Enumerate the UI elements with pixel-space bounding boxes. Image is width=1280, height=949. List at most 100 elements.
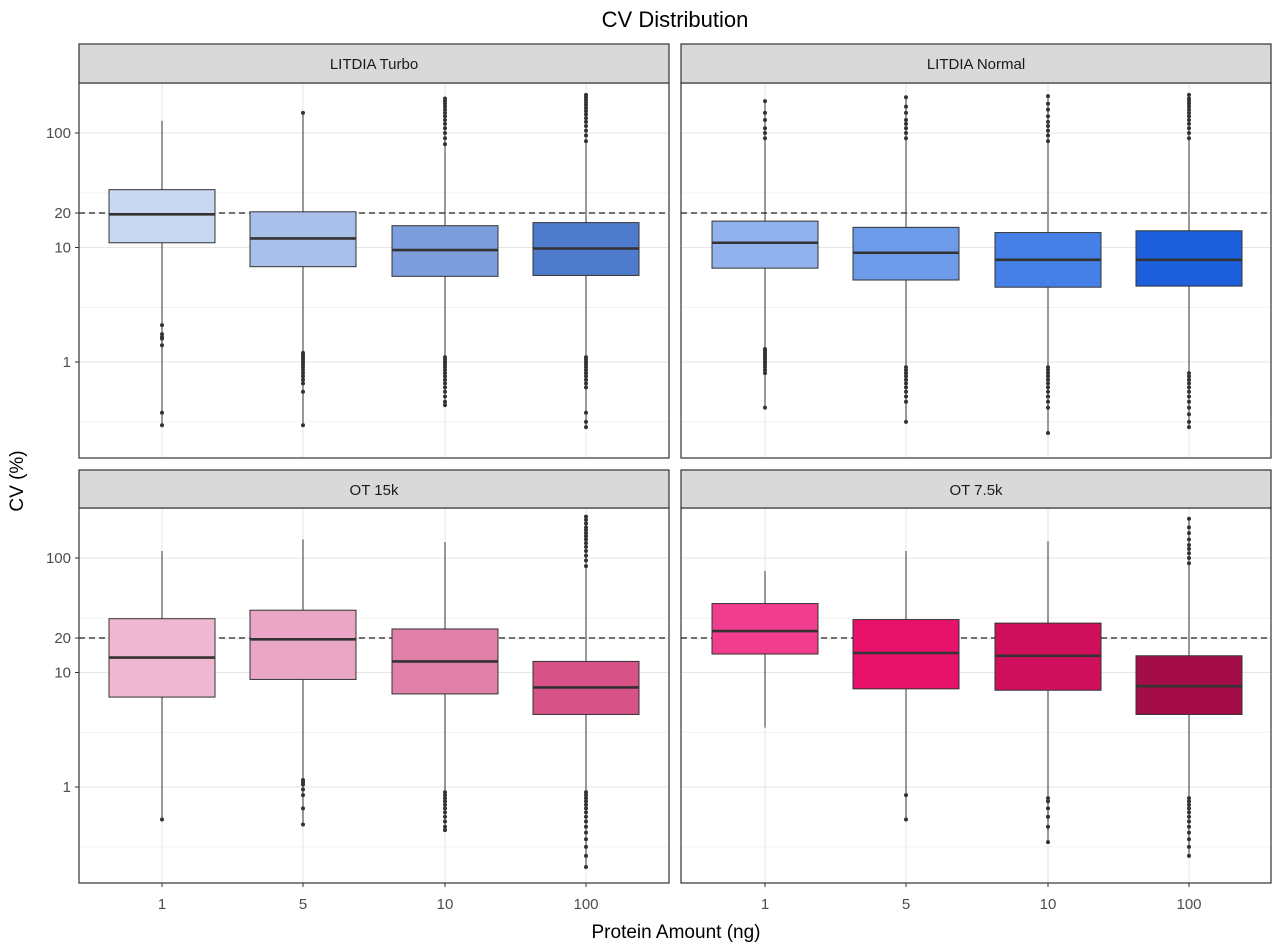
outlier-point [301, 374, 305, 379]
outlier-point [443, 142, 447, 147]
outlier-point [443, 371, 447, 376]
outlier-point [1046, 399, 1050, 404]
outlier-point [443, 131, 447, 135]
outlier-point [1187, 377, 1191, 382]
strip-background [680, 43, 1272, 84]
outlier-point [1187, 830, 1191, 835]
outlier-point [1187, 810, 1191, 815]
box-litdia-turbo-100 [532, 92, 640, 430]
outlier-point [584, 514, 588, 519]
y-tick-label: 1 [63, 354, 71, 371]
strip-background [680, 469, 1272, 509]
y-tick-label: 20 [54, 205, 71, 222]
outlier-point [584, 806, 588, 811]
outlier-point [1046, 365, 1050, 370]
outlier-point [160, 343, 164, 348]
outlier-point [443, 104, 447, 109]
box-ot-15k-100 [532, 514, 640, 870]
outlier-point [904, 394, 908, 399]
outlier-point [904, 419, 908, 424]
panel-ot-15k: OT 15k 1 10 20 100 1 5 10 100 [46, 469, 670, 913]
outlier-point [904, 365, 908, 370]
outlier-point [584, 419, 588, 424]
y-tick-label: 20 [54, 630, 71, 647]
outlier-point [1187, 110, 1191, 115]
outlier-point [443, 799, 447, 804]
outlier-point [1187, 796, 1191, 801]
outlier-point [904, 368, 908, 373]
outlier-point [443, 828, 447, 833]
outlier-point [584, 796, 588, 801]
chart-title: CV Distribution [602, 7, 749, 32]
box-ot-7-5k-10 [994, 541, 1102, 845]
facet-panels: LITDIA Turbo 1 10 20 100 LITDIA Normal OT 15k 1… [46, 43, 1272, 913]
outlier-point [1187, 806, 1191, 811]
outlier-point [1187, 556, 1191, 560]
outlier-point [443, 810, 447, 815]
outlier-point [1187, 374, 1191, 379]
box-litdia-turbo-5 [249, 110, 357, 428]
outlier-point [443, 365, 447, 370]
outlier-point [1187, 824, 1191, 829]
outlier-point [443, 114, 447, 119]
box-litdia-normal-100 [1135, 92, 1243, 430]
box-body [1135, 230, 1243, 287]
outlier-point [301, 793, 305, 798]
outlier-point [160, 410, 164, 415]
outlier-point [584, 853, 588, 858]
outlier-point [763, 371, 767, 376]
outlier-point [160, 336, 164, 341]
outlier-point [584, 558, 588, 563]
outlier-point [301, 389, 305, 394]
outlier-point [1187, 371, 1191, 376]
outlier-point [904, 117, 908, 122]
outlier-point [584, 109, 588, 114]
outlier-point [1187, 531, 1191, 536]
outlier-point [904, 104, 908, 109]
outlier-point [584, 810, 588, 815]
outlier-point [584, 374, 588, 379]
outlier-point [443, 802, 447, 807]
outlier-point [763, 126, 767, 131]
outlier-point [1046, 394, 1050, 399]
outlier-point [1187, 92, 1191, 97]
box-ot-7-5k-5 [852, 551, 960, 822]
outlier-point [1046, 381, 1050, 386]
outlier-point [584, 537, 588, 542]
box-body [249, 609, 357, 680]
outlier-point [443, 110, 447, 115]
outlier-point [1187, 412, 1191, 417]
outlier-point [1187, 516, 1191, 521]
outlier-point [1187, 385, 1191, 390]
outlier-point [160, 323, 164, 328]
box-litdia-normal-5 [852, 95, 960, 424]
outlier-point [763, 405, 767, 410]
strip-background [78, 43, 670, 84]
outlier-point [443, 394, 447, 399]
outlier-point [1046, 374, 1050, 379]
outlier-point [904, 381, 908, 386]
outlier-point [904, 126, 908, 131]
outlier-point [904, 377, 908, 382]
outlier-point [763, 117, 767, 122]
box-litdia-normal-1 [711, 99, 819, 410]
outlier-point [1187, 389, 1191, 394]
outlier-point [584, 525, 588, 530]
outlier-point [443, 389, 447, 394]
outlier-point [1046, 119, 1050, 124]
outlier-point [1187, 546, 1191, 551]
outlier-point [1187, 537, 1191, 542]
outlier-point [1187, 114, 1191, 119]
outlier-point [1187, 814, 1191, 819]
outlier-point [584, 116, 588, 121]
box-body [108, 189, 216, 244]
outlier-point [1187, 837, 1191, 842]
box-body [711, 603, 819, 655]
outlier-point [301, 381, 305, 386]
outlier-point [763, 365, 767, 370]
y-tick-label: 1 [63, 779, 71, 796]
box-ot-15k-10 [391, 541, 499, 833]
outlier-point [1187, 399, 1191, 404]
outlier-point [1187, 419, 1191, 424]
outlier-point [584, 128, 588, 133]
